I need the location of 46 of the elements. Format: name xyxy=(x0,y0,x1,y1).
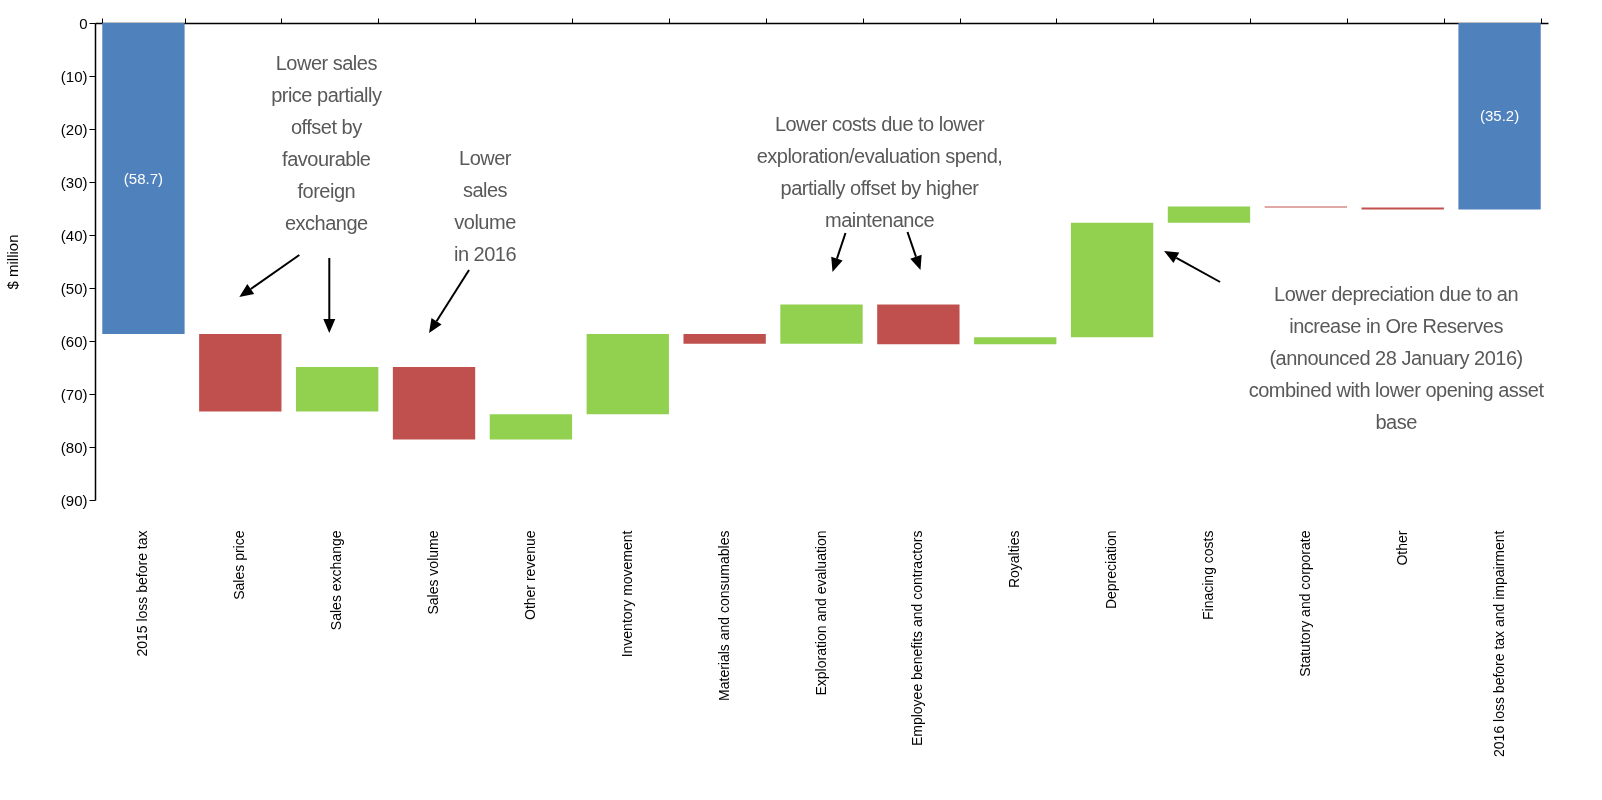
annotation: Lower sales price partially offset by favourable foreign exchange xyxy=(270,51,383,236)
bar xyxy=(586,334,669,415)
y-tick-label: (10) xyxy=(60,67,88,85)
bar xyxy=(1458,23,1541,210)
bar xyxy=(877,304,960,345)
x-tick-label: Materials and consumables xyxy=(715,530,732,701)
annotation: Lower depreciation due to an increase in Ore Reserves (announced 28 January 2016) combined with lower opening asset base xyxy=(1248,282,1544,435)
y-tick-label: (40) xyxy=(60,226,88,244)
bar xyxy=(1167,206,1251,223)
bar xyxy=(489,414,573,440)
x-tick-label: Finacing costs xyxy=(1199,530,1216,620)
y-tick-label: 0 xyxy=(79,14,88,32)
x-tick-label: Other xyxy=(1393,530,1410,566)
x-tick-label: Other revenue xyxy=(521,530,538,620)
annotation: Lower sales volume in 2016 xyxy=(452,146,518,267)
data-label: (35.2) xyxy=(1479,107,1520,125)
x-tick-label: Employee benefits and contractors xyxy=(909,530,926,747)
y-tick-label: (50) xyxy=(60,279,88,297)
bar xyxy=(780,304,863,344)
x-tick-label: Sales exchange xyxy=(328,530,345,631)
y-tick-label: (80) xyxy=(60,438,88,456)
bar xyxy=(1070,222,1154,338)
x-tick-label: Sales price xyxy=(231,530,248,600)
x-tick-label: Exploration and evaluation xyxy=(812,530,829,696)
x-tick-label: 2015 loss before tax xyxy=(134,530,151,657)
y-axis-title: $ million xyxy=(3,234,21,290)
bar xyxy=(1361,207,1444,210)
bar xyxy=(199,334,282,412)
bar xyxy=(683,334,766,344)
x-tick-label: Sales volume xyxy=(425,530,442,615)
data-label: (58.7) xyxy=(123,169,164,187)
x-tick-label: Depreciation xyxy=(1103,530,1120,610)
annotation: Lower costs due to lower exploration/evaluation spend, partially offset by higher maintenance xyxy=(755,112,1004,233)
y-tick-label: (60) xyxy=(60,332,88,350)
bar xyxy=(102,23,185,335)
bar xyxy=(392,366,476,440)
x-tick-label: 2016 loss before tax and impairment xyxy=(1490,530,1507,757)
y-tick-label: (70) xyxy=(60,385,88,403)
y-tick-label: (20) xyxy=(60,120,88,138)
x-tick-label: Statutory and corporate xyxy=(1296,530,1313,677)
bar xyxy=(296,366,379,412)
bar xyxy=(974,337,1057,345)
y-tick-label: (90) xyxy=(60,491,88,509)
x-tick-label: Inventory movement xyxy=(618,530,635,658)
x-tick-label: Royalties xyxy=(1006,530,1023,589)
y-tick-label: (30) xyxy=(60,173,88,191)
